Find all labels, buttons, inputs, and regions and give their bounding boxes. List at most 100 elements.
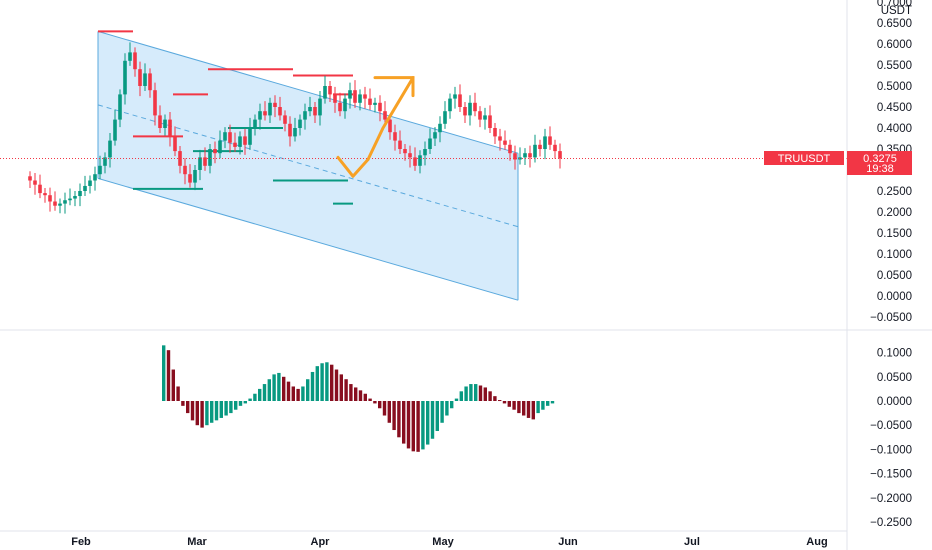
last-price-label: 0.3275 [863,153,897,165]
histogram-bar [210,401,214,423]
histogram-bar [498,400,502,402]
histogram-bar [234,401,238,410]
histogram-bar [176,386,180,401]
candle-body [308,107,312,112]
candle-body [143,73,147,86]
candle-body [93,174,97,181]
candle-body [233,142,237,147]
candle-body [268,102,272,116]
histogram-bar [320,363,324,401]
histogram-bar [200,401,204,428]
candle-body [458,94,462,107]
candle-body [438,123,442,133]
time-tick-label: Jun [558,536,578,548]
candle-body [253,119,257,128]
histogram-bar [229,401,233,414]
candle-body [478,111,482,120]
histogram-bar [286,381,291,401]
histogram-bar [186,401,190,414]
histogram-bar [450,401,454,409]
candle-body [528,153,532,158]
candle-body [283,115,287,124]
price-tick-label: 0.5500 [877,60,912,72]
projection-arrow-down[interactable] [336,155,370,178]
candle-body [133,52,137,70]
arrowhead[interactable] [373,76,415,98]
histogram-bar [363,393,367,401]
candle-body [463,107,467,116]
histogram-bar [306,379,310,401]
candle-body [453,94,457,99]
channel-upper-line[interactable] [97,30,519,154]
candle-body [428,138,432,149]
candle-body [28,176,32,181]
candle-body [78,191,82,197]
channel-lower-line[interactable] [97,177,519,301]
histogram-bar [272,374,276,401]
candle-body [498,136,502,141]
candle-body [103,157,107,166]
candle-body [388,119,392,133]
currency-label: USDT [881,5,912,17]
regression-channel[interactable] [97,30,519,301]
histogram-bar [171,369,175,401]
oscillator-tick-label: −0.2000 [870,493,912,505]
channel-mid-line[interactable] [97,104,519,228]
candle-body [403,149,407,154]
projection-arrow-up[interactable] [366,76,415,161]
histogram-bar [262,384,267,401]
price-tick-label: 0.1500 [877,228,912,240]
oscillator-axis[interactable]: 0.1000 0.0500 0.0000 −0.0500 −0.1000 −0.1500 −… [870,348,912,529]
candle-body [363,94,367,99]
candle-body [378,102,382,112]
histogram-bar [397,401,401,438]
projection-arrow[interactable] [336,76,415,178]
candle-body [73,196,77,199]
candle-body [248,128,252,145]
candle-body [58,203,62,206]
candle-body [508,144,512,154]
candle-body [408,153,412,158]
histogram-bar [459,391,463,401]
histogram-bar [277,372,281,401]
candle-body [348,90,352,99]
oscillator-tick-label: 0.1000 [877,348,912,360]
candle-body [488,115,492,128]
time-axis[interactable]: Feb Mar Apr May Jun Jul Aug [71,536,827,548]
candle-body [368,98,372,105]
candle-body [53,201,57,206]
candle-body [168,119,172,137]
histogram-bar [387,401,391,423]
histogram-bar [166,350,171,401]
candle-body [128,52,132,61]
price-tick-label: 0.4000 [877,123,912,135]
candle-body [83,185,87,191]
candle-body [33,180,37,185]
candle-body [333,94,337,103]
candle-body [288,123,292,137]
histogram-bar [464,386,468,401]
histogram-bar [181,401,185,406]
histogram-bar [354,387,358,401]
candle-body [328,86,332,95]
histogram-bar [243,401,247,404]
histogram-bar [378,401,382,409]
histogram-bar [214,401,219,421]
candle-body [173,136,177,152]
price-tick-label: 0.4500 [877,102,912,114]
candle-body [158,115,162,128]
oscillator-tick-label: 0.0500 [877,372,912,384]
histogram-bar [493,396,497,401]
candle-body [258,111,262,120]
candle-countdown: 19:38 [866,163,894,175]
candle-body [228,132,232,143]
histogram-bar [531,401,535,420]
histogram-bar [517,401,521,414]
histogram-bar [474,384,478,401]
histogram-bar [507,401,511,407]
price-axis[interactable]: 0.7000 0.6500 0.6000 0.5500 0.5000 0.4500 0.40… [870,0,912,324]
symbol-label: TRUUSDT [778,153,831,165]
price-candles [28,42,562,214]
histogram-bar [315,366,319,401]
